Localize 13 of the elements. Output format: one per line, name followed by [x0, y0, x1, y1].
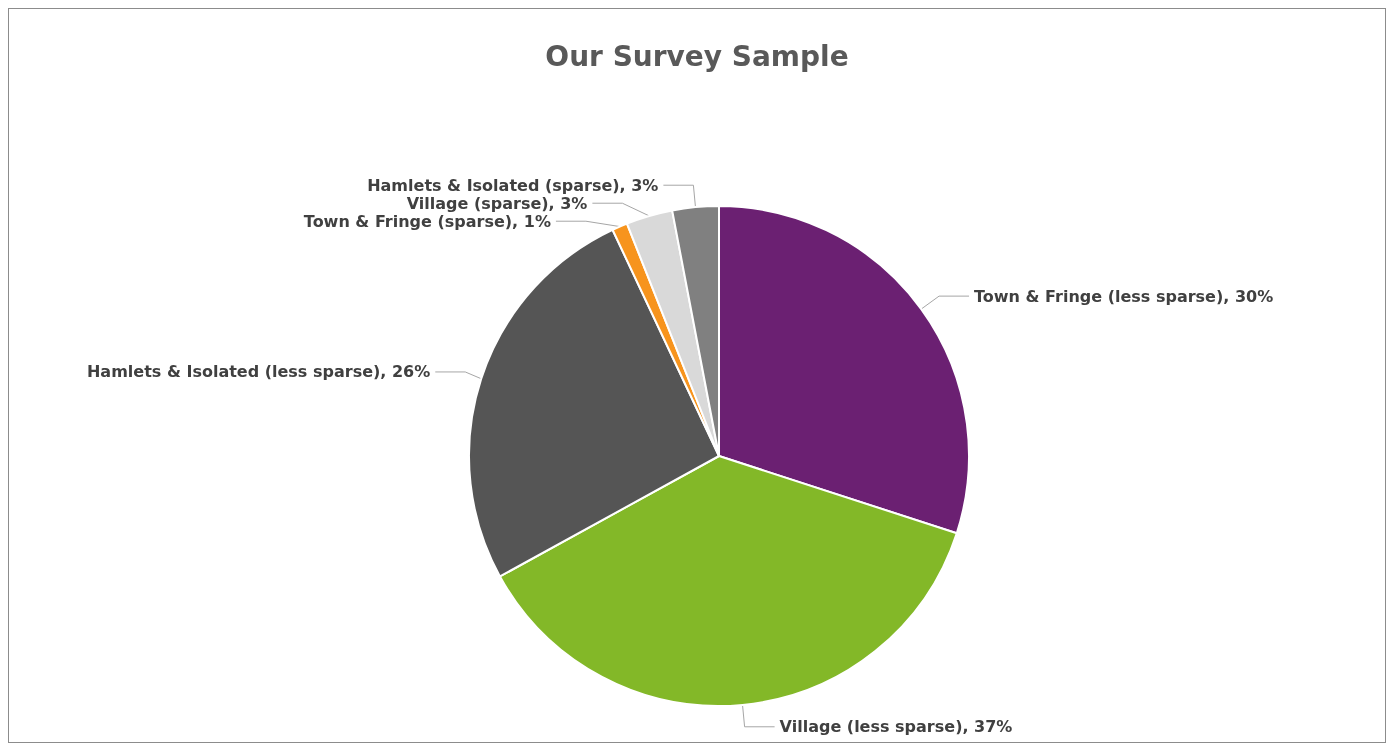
slice-label: Village (sparse)	[406, 193, 549, 213]
chart-title: Our Survey Sample	[545, 39, 849, 73]
slice-label: Hamlets & Isolated (less sparse)	[86, 362, 381, 382]
data-label: , 26%	[380, 362, 431, 382]
data-label: , 1%	[512, 211, 551, 231]
slice-label: Town & Fringe (sparse)	[303, 211, 513, 231]
slice-label: Town & Fringe (less sparse)	[974, 286, 1224, 306]
data-label: , 30%	[1223, 286, 1274, 306]
data-label: , 37%	[962, 717, 1013, 737]
data-label: , 3%	[548, 193, 588, 213]
data-label: , 3%	[619, 175, 659, 195]
slice-label: Hamlets & Isolated (sparse)	[367, 175, 620, 195]
slice-label: Village (less sparse)	[779, 717, 963, 737]
